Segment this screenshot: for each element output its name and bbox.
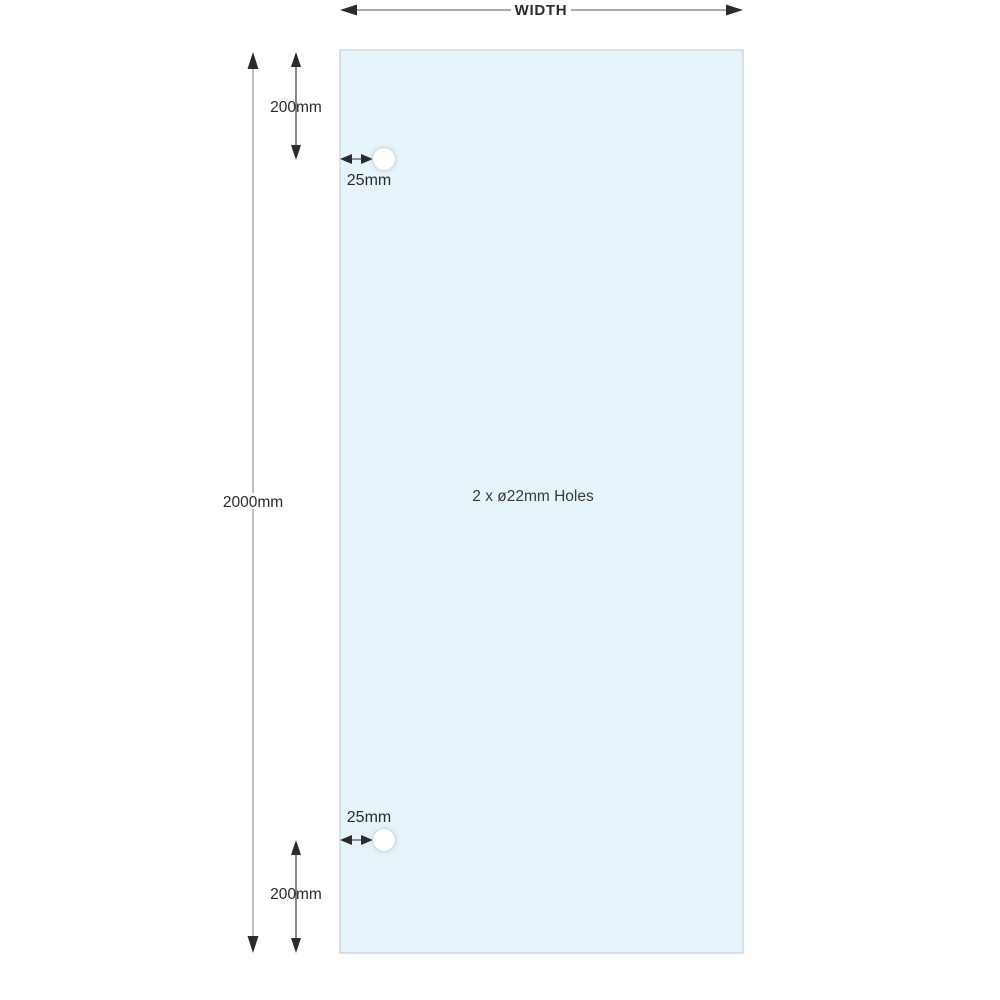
svg-text:25mm: 25mm	[347, 172, 391, 189]
svg-text:200mm: 200mm	[270, 99, 322, 116]
svg-text:2000mm: 2000mm	[223, 494, 283, 511]
svg-text:25mm: 25mm	[347, 809, 391, 826]
svg-text:2 x ø22mm Holes: 2 x ø22mm Holes	[472, 488, 594, 505]
svg-text:WIDTH: WIDTH	[515, 2, 568, 19]
svg-text:200mm: 200mm	[270, 886, 322, 903]
